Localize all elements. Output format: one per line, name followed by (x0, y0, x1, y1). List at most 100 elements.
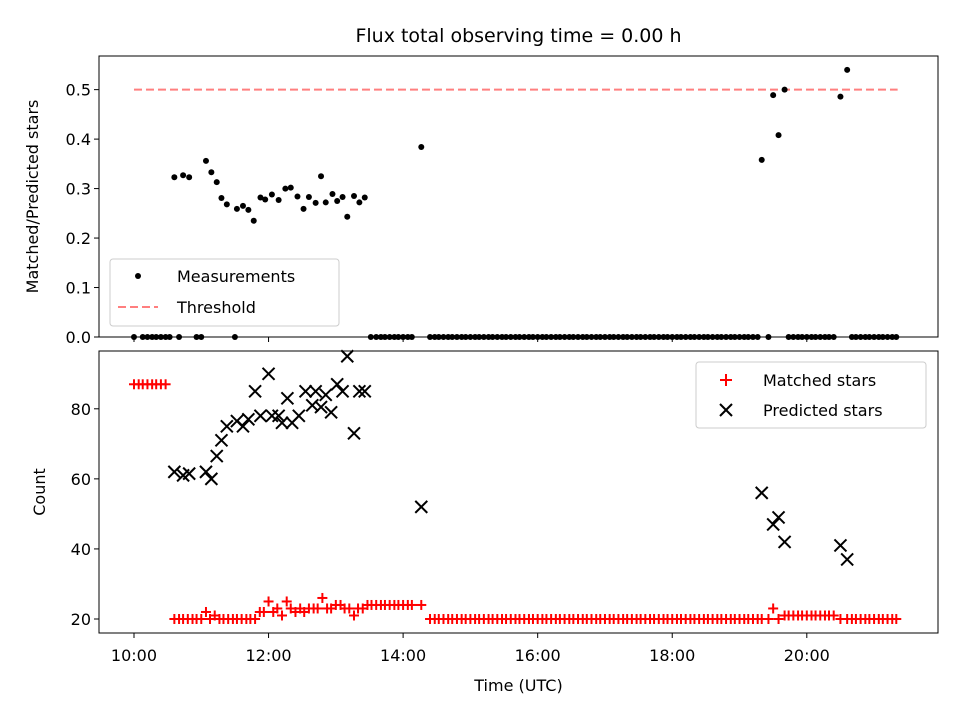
measurement-point (294, 193, 301, 200)
matched-stars-point (196, 613, 207, 624)
matched-stars-point (277, 610, 288, 621)
predicted-stars-point (347, 426, 361, 441)
legend-matched-marker (720, 374, 732, 386)
predicted-stars-point (755, 486, 769, 500)
top-axes-frame (98, 55, 939, 338)
measurement-point (758, 156, 765, 163)
bottom-y-tick-label: 80 (71, 400, 91, 419)
predicted-stars-point (236, 419, 250, 434)
top-x-ticks (133, 337, 808, 342)
measurement-point (775, 132, 782, 139)
measurement-point (300, 205, 307, 212)
predicted-stars-point (292, 409, 306, 423)
matched-stars-point (763, 613, 774, 624)
bottom-x-ticks: 10:00 12:00 14:00 16:00 18:00 20:00 (111, 633, 830, 665)
bottom-legend-box (695, 361, 927, 429)
measurement-point (250, 217, 257, 224)
measurement-point (213, 179, 220, 186)
bottom-y-tick-label: 40 (71, 540, 91, 559)
measurement-point (418, 144, 425, 151)
predicted-stars-point (220, 419, 234, 434)
predicted-stars-point (314, 400, 328, 414)
predicted-stars-point (248, 384, 262, 398)
predicted-stars-point (308, 384, 323, 398)
measurement-point (218, 194, 225, 201)
predicted-stars-point (280, 391, 295, 405)
predicted-stars-point (204, 472, 219, 486)
measurement-point (344, 213, 351, 220)
predicted-stars-point (167, 465, 182, 479)
legend-predicted-marker (719, 403, 733, 417)
matched-stars-point (281, 596, 292, 607)
top-y-tick-label: 0.2 (66, 229, 91, 248)
x-tick-label: 18:00 (649, 646, 695, 665)
predicted-stars-point (414, 500, 428, 514)
x-tick-label: 16:00 (515, 646, 561, 665)
predicted-stars-point (777, 535, 792, 549)
matched-stars-point (272, 603, 283, 614)
matched-stars-point (312, 603, 323, 614)
predicted-stars-point (833, 538, 848, 553)
predicted-stars-point (352, 384, 367, 398)
predicted-stars-point (214, 433, 229, 448)
bottom-y-tick-label: 20 (71, 610, 91, 629)
matched-stars-point (768, 603, 779, 614)
measurement-point (770, 92, 777, 99)
matched-stars-point (348, 610, 359, 621)
matched-stars-point (263, 596, 274, 607)
predicted-stars-point (199, 465, 213, 479)
measurement-point (318, 173, 325, 180)
predicted-stars-point (358, 384, 372, 398)
top-y-tick-label: 0.3 (66, 180, 91, 199)
predicted-stars-point (340, 349, 354, 363)
legend-threshold-label: Threshold (176, 298, 256, 317)
top-y-tick-label: 0.0 (66, 328, 91, 347)
measurement-point (339, 193, 346, 200)
top-y-tick-label: 0.1 (66, 279, 91, 298)
top-y-axis-label: Matched/Predicted stars (23, 100, 42, 294)
legend-measurements-label: Measurements (177, 267, 295, 286)
measurement-point (312, 199, 319, 206)
matched-stars-point (891, 613, 902, 624)
predicted-stars-point (298, 384, 313, 398)
top-y-ticks: 0.0 0.1 0.2 0.3 0.4 0.5 (66, 81, 99, 347)
predicted-stars-point (766, 517, 780, 532)
matched-stars-point (344, 603, 355, 614)
bottom-axes-frame (98, 350, 939, 634)
predicted-stars-point (335, 384, 350, 398)
measurement-point (223, 201, 230, 208)
legend-measurements-marker (135, 273, 141, 279)
measurement-point (781, 86, 788, 93)
predicted-stars-point (182, 466, 196, 481)
measurement-point (350, 193, 357, 200)
measurement-point (245, 206, 252, 213)
predicted-stars-point (253, 409, 268, 423)
predicted-stars-point (261, 367, 276, 381)
measurement-point (334, 197, 341, 204)
matched-stars-point (828, 610, 839, 621)
x-tick-label: 10:00 (111, 646, 157, 665)
measurement-point (257, 194, 264, 201)
chart-title: Flux total observing time = 0.00 h (355, 25, 681, 47)
predicted-stars-point (324, 405, 338, 420)
measurement-point (356, 199, 363, 206)
measurement-point (275, 196, 282, 203)
bottom-legend: Matched stars Predicted stars (695, 361, 927, 429)
legend-matched-label: Matched stars (763, 371, 876, 390)
matched-stars-point (317, 592, 328, 603)
predicted-stars-point (241, 412, 256, 427)
x-tick-label: 12:00 (245, 646, 291, 665)
measurement-point (837, 93, 844, 100)
top-panel: 0.0 0.1 0.2 0.3 0.4 0.5 Matched/Predicted sta… (23, 55, 939, 347)
measurement-point (305, 193, 312, 200)
matched-stars-point (416, 599, 427, 610)
measurement-point (844, 66, 851, 73)
predicted-stars-point (271, 409, 286, 423)
bottom-y-ticks: 20 40 60 80 (71, 400, 99, 629)
matched-stars-point (200, 606, 211, 617)
measurement-point (208, 169, 215, 176)
predicted-stars-point (319, 388, 333, 402)
top-legend: Measurements Threshold (109, 258, 340, 327)
x-axis-label: Time (UTC) (473, 676, 562, 695)
